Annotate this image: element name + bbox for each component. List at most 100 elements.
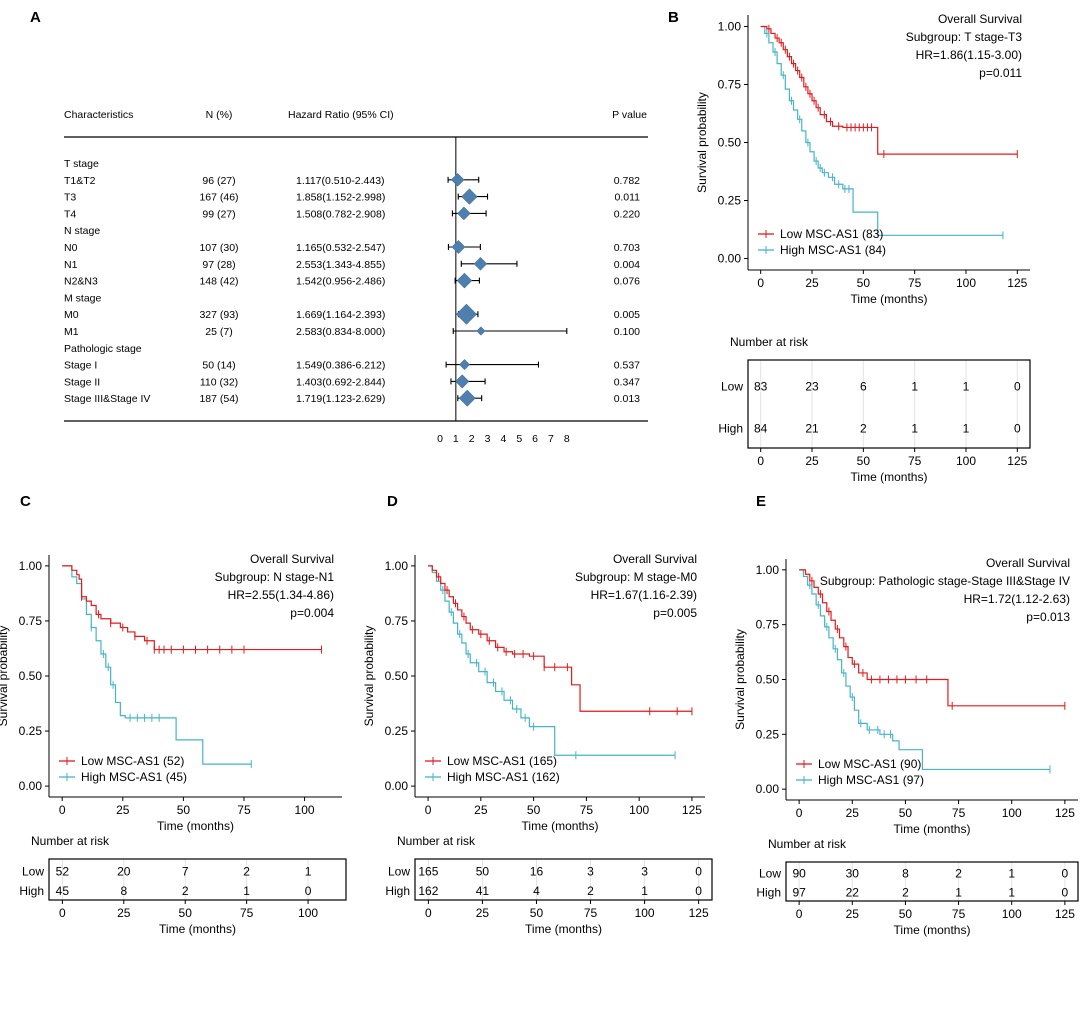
y-tick-label: 0.75 (19, 614, 43, 628)
x-tick-label: 100 (629, 803, 649, 817)
group-label: T stage (64, 158, 99, 170)
annotation-line: Subgroup: Pathologic stage-Stage III&Sta… (820, 574, 1070, 588)
risk-count: 1 (963, 379, 970, 393)
risk-x-tick-label: 75 (584, 906, 598, 920)
panel-letter-B: B (668, 9, 679, 26)
row-label: M0 (64, 309, 79, 321)
risk-count: 83 (754, 379, 768, 393)
x-tick-label: 125 (682, 803, 702, 817)
x-tick-label: 0 (757, 276, 764, 290)
y-axis-label: Survival probability (733, 629, 747, 730)
risk-x-tick-label: 50 (857, 454, 871, 468)
risk-count: 0 (1014, 422, 1021, 436)
legend-label-low: Low MSC-AS1 (52) (81, 754, 184, 768)
legend-label-low: Low MSC-AS1 (165) (447, 754, 557, 768)
risk-count: 2 (902, 885, 909, 899)
row-p-value: 0.013 (614, 393, 640, 405)
panel-letter-A: A (30, 9, 41, 26)
risk-count: 165 (418, 864, 438, 878)
row-p-value: 0.011 (615, 192, 641, 204)
risk-x-tick-label: 100 (298, 906, 318, 920)
risk-x-tick-label: 25 (846, 907, 860, 921)
y-axis-label: Survival probability (0, 626, 10, 727)
row-p-value: 0.005 (614, 309, 640, 321)
risk-count: 8 (902, 867, 909, 881)
risk-count: 41 (476, 884, 490, 898)
x-tick-label: 100 (1002, 806, 1022, 820)
risk-count: 3 (641, 864, 648, 878)
row-hr-text: 2.583(0.834-8.000) (296, 326, 385, 338)
x-tick-label: 75 (908, 276, 922, 290)
x-tick-label: 50 (857, 276, 871, 290)
hr-marker (476, 326, 486, 336)
hr-marker (461, 188, 478, 205)
hr-marker (473, 257, 488, 271)
risk-x-tick-label: 75 (240, 906, 254, 920)
y-tick-label: 0.25 (19, 724, 43, 738)
risk-x-tick-label: 0 (757, 454, 764, 468)
curve-high-msc-as1 (760, 25, 1003, 236)
risk-count: 0 (1062, 867, 1069, 881)
hr-marker (455, 374, 470, 389)
risk-count: 1 (911, 422, 918, 436)
panel-letter-D: D (387, 493, 398, 510)
risk-count: 6 (860, 379, 867, 393)
risk-count: 1 (963, 422, 970, 436)
risk-x-tick-label: 100 (1002, 907, 1022, 921)
x-tick-label: 125 (1055, 806, 1075, 820)
x-tick-label: 0 (796, 806, 803, 820)
forest-tick-label: 7 (548, 433, 554, 445)
risk-x-tick-label: 100 (956, 454, 976, 468)
risk-x-tick-label: 50 (530, 906, 544, 920)
risk-count: 2 (243, 864, 250, 878)
y-tick-label: 0.50 (385, 669, 409, 683)
risk-count: 1 (641, 884, 648, 898)
curve-high-msc-as1 (428, 565, 676, 756)
y-tick-label: 0.75 (756, 618, 780, 632)
annotation-line: p=0.013 (1026, 610, 1070, 624)
risk-count: 0 (1062, 885, 1069, 899)
risk-count: 3 (587, 864, 594, 878)
header-n: N (%) (206, 109, 233, 121)
y-tick-label: 0.00 (756, 782, 780, 796)
row-n: 25 (7) (205, 326, 232, 338)
curve-high-msc-as1 (62, 565, 252, 765)
risk-count: 0 (305, 884, 312, 898)
row-hr-text: 1.549(0.386-6.212) (296, 360, 385, 372)
row-label: Stage I (64, 360, 97, 372)
x-axis-label: Time (months) (522, 819, 599, 833)
row-n: 327 (93) (199, 309, 238, 321)
x-tick-label: 100 (956, 276, 976, 290)
x-tick-label: 0 (59, 803, 66, 817)
risk-table-frame (414, 858, 713, 901)
x-axis-label: Time (months) (157, 819, 234, 833)
risk-count: 2 (182, 884, 189, 898)
risk-count: 20 (117, 864, 131, 878)
x-tick-label: 50 (177, 803, 191, 817)
risk-table-title: Number at risk (730, 335, 809, 349)
x-tick-label: 25 (116, 803, 130, 817)
risk-count: 23 (805, 379, 819, 393)
hr-marker (459, 359, 471, 371)
risk-x-tick-label: 25 (117, 906, 131, 920)
x-tick-label: 50 (899, 806, 913, 820)
group-label: Pathologic stage (64, 343, 142, 355)
row-label: T3 (64, 192, 76, 204)
risk-count: 30 (846, 867, 860, 881)
risk-row-label-low: Low (721, 379, 743, 393)
annotation-line: Subgroup: T stage-T3 (906, 30, 1023, 44)
row-hr-text: 2.553(1.343-4.855) (296, 259, 385, 271)
hr-marker (457, 206, 471, 221)
risk-row-label-high: High (718, 422, 743, 436)
y-tick-label: 0.00 (718, 252, 742, 266)
row-n: 97 (28) (202, 259, 235, 271)
row-n: 110 (32) (200, 376, 238, 388)
panel-letter-C: C (20, 493, 31, 510)
risk-count: 0 (1014, 379, 1021, 393)
curve-low-msc-as1 (62, 565, 322, 651)
row-n: 99 (27) (202, 208, 235, 220)
risk-x-axis-label: Time (months) (525, 922, 602, 936)
